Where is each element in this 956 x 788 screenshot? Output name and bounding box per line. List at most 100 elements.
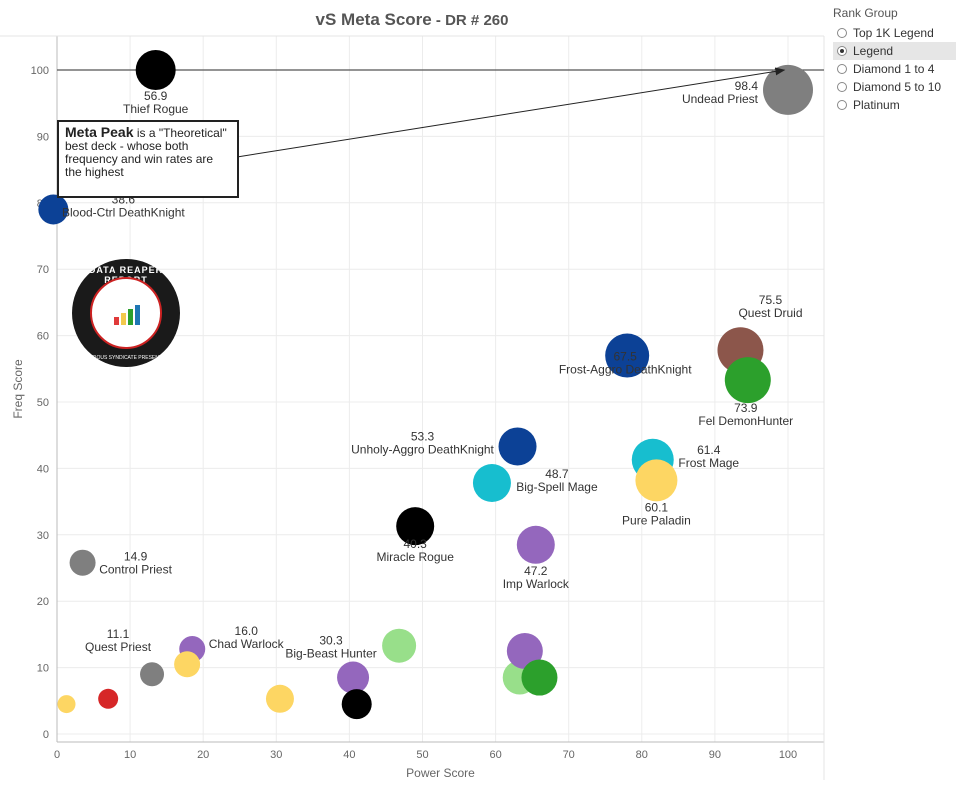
rank-group-filter: Rank Group Top 1K Legend Legend Diamond …: [833, 6, 956, 114]
logo-bars-icon: [114, 305, 142, 325]
radio-icon[interactable]: [837, 100, 847, 110]
rank-option-label: Platinum: [853, 98, 900, 112]
point-name-label: Thief Rogue: [123, 102, 189, 116]
bubble-point: [140, 662, 165, 687]
point-name-label: Fel DemonHunter: [698, 414, 793, 428]
rank-option-label: Diamond 1 to 4: [853, 62, 935, 76]
bubble-point: [38, 194, 69, 225]
x-tick-label: 70: [563, 749, 575, 761]
radio-icon[interactable]: [837, 64, 847, 74]
point-score-label: 98.4: [735, 79, 759, 93]
chart-title-sub: - DR # 260: [431, 12, 509, 29]
point-score-label: 16.0: [235, 624, 259, 638]
y-tick-label: 100: [31, 65, 49, 77]
y-tick-label: 90: [37, 131, 49, 143]
point-score-label: 53.3: [411, 429, 435, 443]
point-name-label: Undead Priest: [682, 92, 759, 106]
bubble-point: [98, 688, 119, 709]
radio-selected-icon[interactable]: [837, 46, 847, 56]
point-score-label: 75.5: [759, 293, 783, 307]
y-tick-label: 10: [37, 663, 49, 675]
point-score-label: 14.9: [124, 550, 148, 564]
bubble-point: [396, 507, 435, 546]
rank-group-title: Rank Group: [833, 6, 898, 20]
x-tick-label: 100: [779, 749, 797, 761]
logo-subtext: VICIOUS SYNDICATE PRESENTS: [86, 355, 166, 361]
point-score-label: 67.5: [614, 350, 638, 364]
x-axis-label: Power Score: [406, 766, 475, 780]
rank-option-diamond-1-4[interactable]: Diamond 1 to 4: [833, 60, 956, 78]
chart-title-main: vS Meta Score: [315, 10, 432, 29]
data-reaper-logo: DATA REAPER REPORT VICIOUS SYNDICATE PRE…: [72, 259, 180, 367]
y-tick-label: 60: [37, 331, 49, 343]
rank-option-label: Diamond 5 to 10: [853, 80, 942, 94]
bubble-point: [472, 464, 511, 503]
bubble-point: [69, 549, 96, 576]
bubble-point: [382, 628, 417, 663]
point-name-label: Miracle Rogue: [377, 550, 455, 564]
y-tick-label: 70: [37, 264, 49, 276]
point-name-label: Quest Priest: [85, 640, 152, 654]
point-score-label: 11.1: [107, 627, 130, 641]
bubble-point: [605, 333, 650, 378]
point-score-label: 48.7: [545, 467, 569, 481]
bubble-point: [763, 64, 813, 115]
x-tick-label: 40: [343, 749, 355, 761]
bubble-point: [521, 659, 558, 696]
chart-title: vS Meta Score - DR # 260: [0, 10, 824, 30]
radio-icon[interactable]: [837, 28, 847, 38]
rank-option-platinum[interactable]: Platinum: [833, 96, 956, 114]
point-name-label: Big-Spell Mage: [516, 480, 598, 494]
meta-peak-heading: Meta Peak: [65, 124, 134, 140]
bubble-point: [337, 661, 370, 694]
point-score-label: 73.9: [734, 401, 758, 415]
x-tick-label: 50: [416, 749, 428, 761]
point-score-label: 40.3: [404, 537, 428, 551]
rank-option-top-1k-legend[interactable]: Top 1K Legend: [833, 24, 956, 42]
bubble-point: [265, 684, 294, 713]
point-name-label: Quest Druid: [738, 306, 802, 320]
bubble-point: [341, 689, 372, 720]
y-tick-label: 40: [37, 463, 49, 475]
bubble-point: [516, 525, 555, 564]
y-tick-label: 30: [37, 530, 49, 542]
x-tick-label: 80: [636, 749, 648, 761]
meta-peak-text: is a "Theoretical" best deck - whose bot…: [65, 126, 227, 179]
annotation-arrow: [236, 67, 786, 158]
point-name-label: Frost-Aggro DeathKnight: [559, 363, 692, 377]
rank-option-label: Top 1K Legend: [853, 26, 934, 40]
y-tick-label: 0: [43, 729, 49, 741]
point-name-label: Imp Warlock: [503, 577, 570, 591]
radio-icon[interactable]: [837, 82, 847, 92]
point-name-label: Big-Beast Hunter: [285, 647, 376, 661]
x-tick-label: 60: [489, 749, 501, 761]
point-name-label: Frost Mage: [678, 456, 739, 470]
rank-option-diamond-5-10[interactable]: Diamond 5 to 10: [833, 78, 956, 96]
point-score-label: 30.3: [319, 634, 343, 648]
point-name-label: Pure Paladin: [622, 513, 691, 527]
meta-peak-annotation: Meta Peak is a "Theoretical" best deck -…: [57, 120, 239, 198]
y-axis-label: Freq Score: [11, 359, 25, 419]
x-tick-label: 0: [54, 749, 60, 761]
logo-emblem: [90, 277, 162, 349]
point-score-label: 47.2: [524, 564, 548, 578]
point-score-label: 61.4: [697, 443, 721, 457]
bubble-point: [135, 50, 176, 90]
bubble-point: [724, 357, 771, 404]
bubble-point: [174, 651, 201, 678]
point-name-label: Blood-Ctrl DeathKnight: [62, 205, 185, 219]
rank-option-legend[interactable]: Legend: [833, 42, 956, 60]
point-name-label: Control Priest: [99, 563, 172, 577]
point-score-label: 56.9: [144, 89, 168, 103]
point-score-label: 60.1: [645, 500, 669, 514]
bubble-point: [57, 695, 76, 714]
y-tick-label: 50: [37, 397, 49, 409]
x-tick-label: 20: [197, 749, 209, 761]
point-name-label: Chad Warlock: [209, 637, 285, 651]
bubble-point: [498, 427, 537, 466]
x-tick-label: 30: [270, 749, 282, 761]
rank-option-label: Legend: [853, 44, 894, 58]
point-name-label: Unholy-Aggro DeathKnight: [351, 442, 494, 456]
x-tick-label: 90: [709, 749, 721, 761]
